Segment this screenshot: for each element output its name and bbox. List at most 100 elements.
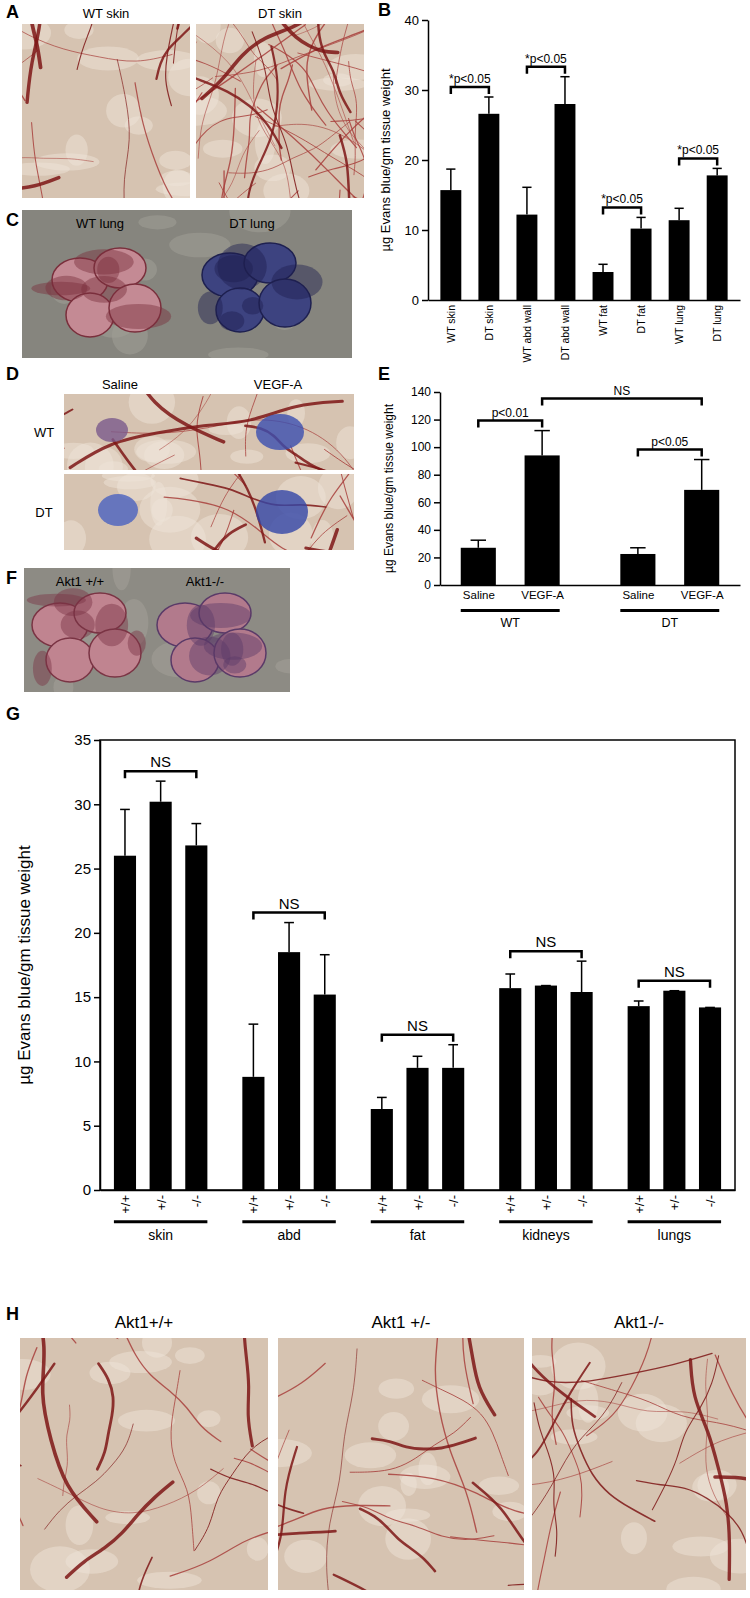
y-tick: 20: [405, 153, 428, 168]
photo-vessel: [215, 191, 298, 198]
error-bar-cap: [413, 1056, 423, 1058]
photo: [20, 1338, 268, 1590]
photo: [24, 568, 290, 692]
error-bar: [448, 1045, 458, 1068]
bar: [499, 988, 521, 1190]
photo-patch: [66, 135, 88, 166]
photo-vessel: [214, 88, 235, 198]
y-tick-label: 35: [74, 731, 91, 748]
photo-vessel: [135, 83, 190, 198]
group-line: [114, 1220, 207, 1223]
significance-label: NS: [150, 753, 171, 770]
error-bar: [713, 168, 722, 175]
x-tick: +/+: [246, 1195, 261, 1214]
bar: [669, 220, 690, 300]
photo-patch: [275, 659, 290, 673]
error-bar-stem: [716, 168, 718, 175]
y-tick: 30: [405, 83, 428, 98]
photo-vessel: [247, 46, 277, 198]
photo-vessel: [543, 1338, 556, 1444]
photo-vessel: [213, 171, 232, 198]
x-tick: -/-: [575, 1195, 590, 1207]
error-bar-stem: [488, 97, 490, 114]
photo-vessel: [136, 1557, 153, 1590]
bar: [516, 215, 537, 300]
photo-vessel: [360, 1509, 435, 1571]
error-bar-stem: [640, 217, 642, 228]
photo-vessel: [532, 1383, 622, 1576]
group-line: [371, 1220, 464, 1223]
bar: [461, 548, 496, 585]
x-tick-label: -/-: [575, 1195, 590, 1207]
x-tick-label: WT abd wall: [521, 305, 533, 363]
plot-marks: [440, 77, 727, 300]
y-axis: 010203040: [405, 13, 429, 308]
error-bar-stem: [564, 77, 566, 104]
y-tick-mark: [434, 447, 440, 449]
y-tick-label: 10: [74, 1053, 91, 1070]
bar: [406, 1068, 428, 1190]
photo-patch: [230, 449, 263, 463]
y-axis-line: [440, 393, 442, 586]
x-tick-label: +/-: [282, 1195, 297, 1211]
group-line: [499, 1220, 592, 1223]
x-tick: -/-: [703, 1195, 718, 1207]
x-tick: +/+: [375, 1195, 390, 1214]
photo-vessel: [581, 1381, 746, 1445]
photo-patch: [271, 264, 322, 299]
y-tick: 30: [74, 796, 100, 813]
photo-patch: [214, 255, 252, 282]
error-bar: [694, 460, 709, 490]
y-tick: 140: [411, 385, 440, 399]
error-bar-cap: [249, 1023, 259, 1025]
x-tick-label: +/+: [375, 1195, 390, 1214]
photo-vessel: [244, 1338, 252, 1446]
photo-vessel: [334, 1575, 524, 1590]
photo-vessel: [22, 24, 41, 102]
error-bar-cap: [713, 168, 722, 170]
photo-vessel: [32, 123, 101, 198]
photo-vessel: [389, 1474, 524, 1537]
y-tick-mark: [94, 804, 100, 806]
photo-vessel: [245, 394, 313, 456]
photo-vessel: [252, 32, 327, 198]
panel-letter: H: [6, 1304, 19, 1324]
photo-patch: [345, 1442, 396, 1468]
y-tick-mark: [94, 933, 100, 935]
x-tick: DT lung: [711, 305, 723, 342]
significance-bracket: [603, 207, 641, 214]
significance-label: NS: [614, 384, 631, 398]
x-tick: Saline: [622, 589, 654, 601]
bar: [150, 802, 172, 1190]
photo-background: [24, 568, 290, 692]
photo-vessel: [715, 1477, 746, 1532]
y-axis-title: µg Evans blue/gm tissue weight: [15, 845, 34, 1085]
significance-bracket: [451, 87, 489, 94]
bar: [620, 554, 655, 585]
photo-patch: [336, 426, 354, 459]
y-tick-mark: [94, 1125, 100, 1127]
photo-vessel: [305, 530, 337, 550]
photo-vessel: [355, 121, 364, 198]
bar: [314, 995, 336, 1190]
significance-label: NS: [536, 933, 557, 950]
error-bar-stem: [541, 431, 543, 456]
error-bar-cap: [630, 547, 645, 549]
photo-vessel: [302, 474, 353, 518]
y-tick-mark: [434, 419, 440, 421]
y-tick: 10: [405, 223, 428, 238]
x-axis: WT skinDT skinWT abd wallDT abd wallWT f…: [429, 301, 741, 363]
bar-chart: G05101520253035µg Evans blue/gm tissue w…: [6, 704, 736, 1243]
bar: [555, 104, 576, 300]
significance-bracket: [639, 981, 710, 988]
label: VEGF-A: [254, 377, 303, 392]
photo-vessel: [508, 1584, 524, 1590]
error-bar: [560, 77, 569, 104]
y-tick-label: 25: [74, 860, 91, 877]
photo-patch: [378, 1379, 414, 1399]
error-bar-cap: [505, 973, 515, 975]
photo-vessel: [202, 24, 343, 98]
error-bar: [249, 1024, 259, 1077]
photo-vessel: [64, 448, 65, 470]
significance-bracket: [679, 158, 717, 165]
